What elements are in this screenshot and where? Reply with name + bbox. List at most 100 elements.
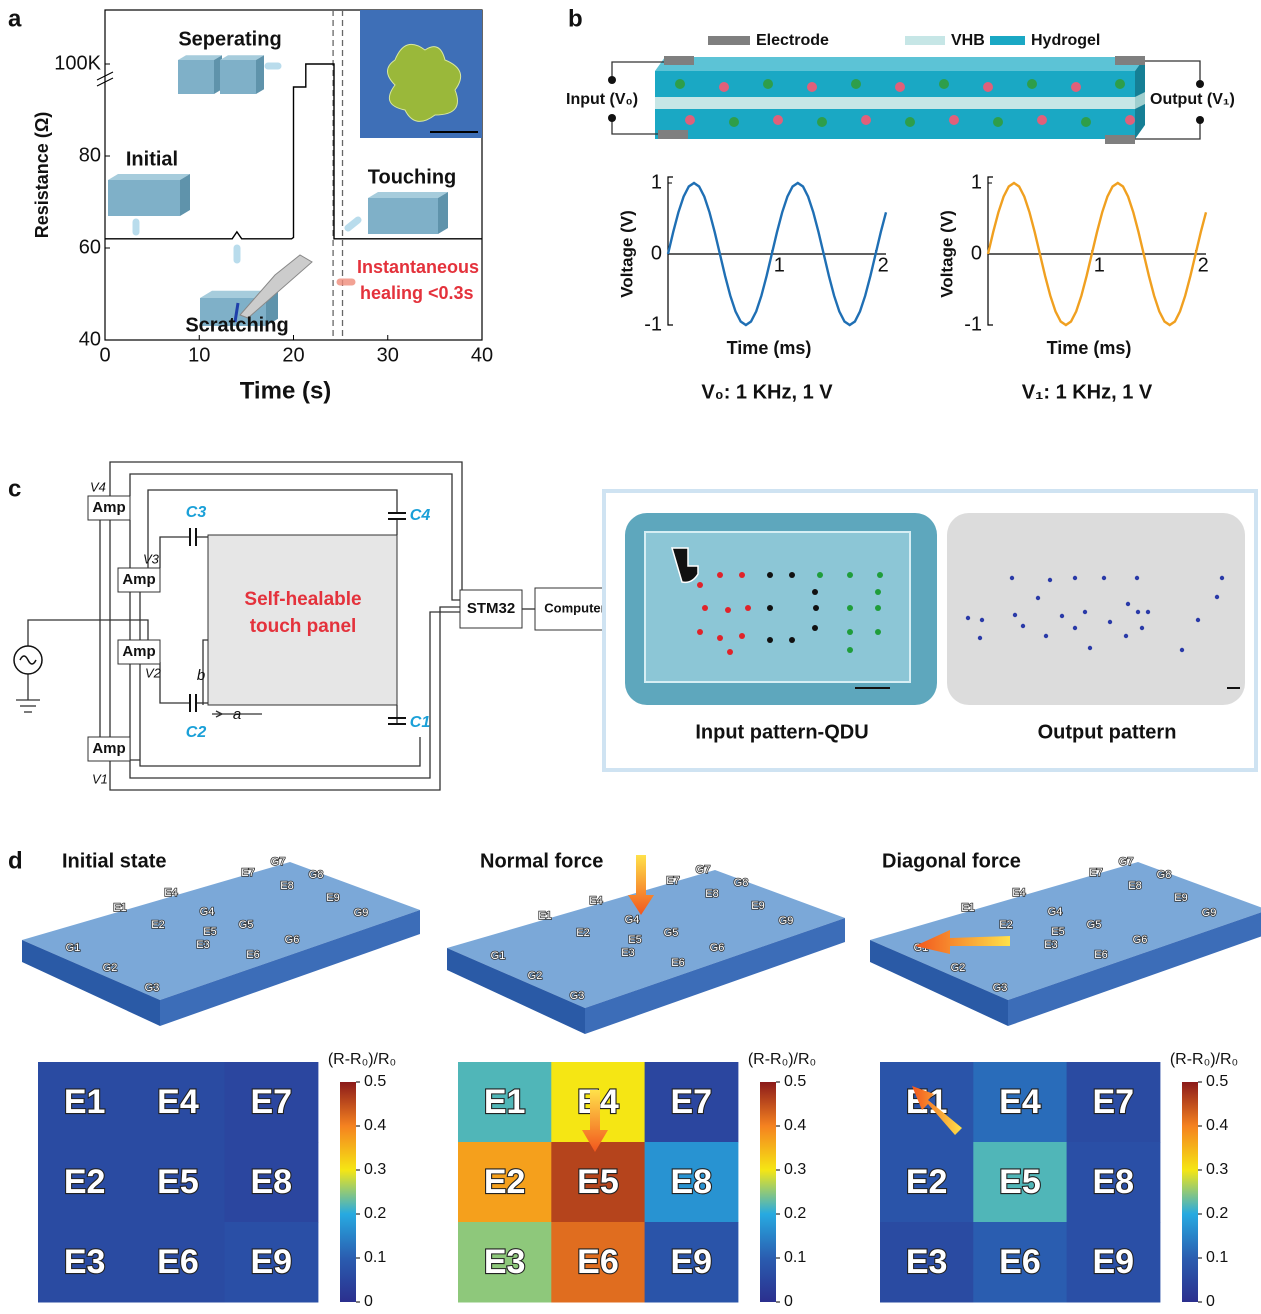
terminal xyxy=(608,114,616,122)
figure: abcd010203040406080100KTime (s)Resistanc… xyxy=(0,0,1261,1314)
touch-dot xyxy=(739,572,745,578)
subpanel-title: Normal force xyxy=(480,850,603,872)
x-tick-label: 1 xyxy=(1094,254,1105,276)
electrode-label: E5 xyxy=(628,934,641,946)
output-dot xyxy=(1126,602,1130,606)
colorbar-tick-label: 0.2 xyxy=(784,1205,806,1222)
output-dot xyxy=(1124,634,1128,638)
electrode-label: E1 xyxy=(113,902,126,914)
output-dot xyxy=(1180,648,1184,652)
output-dot xyxy=(1136,610,1140,614)
ion xyxy=(861,115,871,125)
cube-side xyxy=(256,55,264,94)
output-dot xyxy=(1073,576,1077,580)
touch-dot xyxy=(847,629,853,635)
annotation: healing <0.3s xyxy=(360,283,474,303)
output-dot xyxy=(1048,578,1052,582)
capacitor-label: C3 xyxy=(186,504,207,521)
cell-label: E4 xyxy=(999,1083,1041,1121)
electrode-label: E1 xyxy=(538,910,551,922)
caption: V₁: 1 KHz, 1 V xyxy=(1022,381,1153,403)
gel-label: G8 xyxy=(1157,869,1172,881)
cell-label: E9 xyxy=(250,1243,292,1281)
gel-label: G2 xyxy=(528,970,543,982)
touch-dot xyxy=(847,605,853,611)
colorbar-tick-label: 0.1 xyxy=(1206,1249,1228,1266)
ion xyxy=(685,115,695,125)
cell-label: E7 xyxy=(1092,1083,1134,1121)
cube-top xyxy=(108,174,190,180)
cell-label: E6 xyxy=(157,1243,199,1281)
ion xyxy=(983,82,993,92)
electrode-label: E6 xyxy=(246,949,259,961)
cell-label: E9 xyxy=(1092,1243,1134,1281)
gel-label: G3 xyxy=(993,982,1008,994)
ion xyxy=(1037,115,1047,125)
output-dot xyxy=(1140,626,1144,630)
electrode-label: E2 xyxy=(151,919,164,931)
gel-label: G6 xyxy=(285,934,300,946)
legend-swatch xyxy=(708,36,750,45)
touch-dot xyxy=(767,605,773,611)
electrode xyxy=(1115,56,1145,65)
gel-label: G5 xyxy=(1087,919,1102,931)
touch-dot xyxy=(877,572,883,578)
amp-label: Amp xyxy=(122,643,155,660)
x-tick-label: 40 xyxy=(471,344,493,366)
cell-label: E2 xyxy=(906,1163,948,1201)
electrode-label: E8 xyxy=(280,880,293,892)
caption: V₀: 1 KHz, 1 V xyxy=(701,381,833,403)
voltage-label: V4 xyxy=(90,479,106,494)
panel-label: d xyxy=(8,847,23,874)
output-dot xyxy=(1102,576,1106,580)
colorbar-tick-label: 0.4 xyxy=(784,1117,806,1134)
cell-label: E5 xyxy=(157,1163,199,1201)
electrode-label: E4 xyxy=(1012,887,1025,899)
gel-label: G5 xyxy=(239,919,254,931)
output-dot xyxy=(1088,646,1092,650)
gel-label: G9 xyxy=(1202,907,1217,919)
gel-label: G3 xyxy=(570,990,585,1002)
panel-label: b xyxy=(568,5,583,32)
colorbar-tick-label: 0.5 xyxy=(1206,1073,1228,1090)
ion xyxy=(773,115,783,125)
ion xyxy=(675,79,685,89)
gel-label: G2 xyxy=(103,962,118,974)
electrode-label: E8 xyxy=(705,888,718,900)
cell-label: E5 xyxy=(577,1163,619,1201)
gel-label: G8 xyxy=(309,869,324,881)
electrode xyxy=(664,56,694,65)
subpanel-title: Initial state xyxy=(62,850,166,872)
ion xyxy=(993,117,1003,127)
gel-label: G6 xyxy=(710,942,725,954)
colorbar-tick-label: 0 xyxy=(784,1293,793,1310)
y-axis-label: Voltage (V) xyxy=(937,210,956,298)
ion xyxy=(729,117,739,127)
x-axis-label: Time (ms) xyxy=(727,338,812,358)
cell-label: E7 xyxy=(670,1083,712,1121)
touch-dot xyxy=(812,589,818,595)
colorbar-tick-label: 0 xyxy=(1206,1293,1215,1310)
cell-label: E3 xyxy=(64,1243,106,1281)
output-dot xyxy=(1036,596,1040,600)
colorbar-tick-label: 0.5 xyxy=(364,1073,386,1090)
cube-front xyxy=(108,180,180,216)
gel-label: G9 xyxy=(779,915,794,927)
gel-label: G4 xyxy=(200,906,215,918)
gel-label: G4 xyxy=(625,914,640,926)
capacitor-label: C4 xyxy=(410,507,431,524)
output-dot xyxy=(1073,626,1077,630)
cell-label: E4 xyxy=(157,1083,199,1121)
x-tick-label: 30 xyxy=(377,344,399,366)
gel-label: G3 xyxy=(145,982,160,994)
amp-label: Amp xyxy=(92,499,125,516)
gel-label: G1 xyxy=(66,942,81,954)
colorbar-tick-label: 0.3 xyxy=(784,1161,806,1178)
output-dot xyxy=(1196,618,1200,622)
gel-top xyxy=(655,57,1145,71)
touch-dot xyxy=(745,605,751,611)
y-tick-label: 1 xyxy=(651,171,662,193)
colorbar xyxy=(760,1082,776,1302)
cell-label: E3 xyxy=(906,1243,948,1281)
panel-label: c xyxy=(8,475,21,502)
